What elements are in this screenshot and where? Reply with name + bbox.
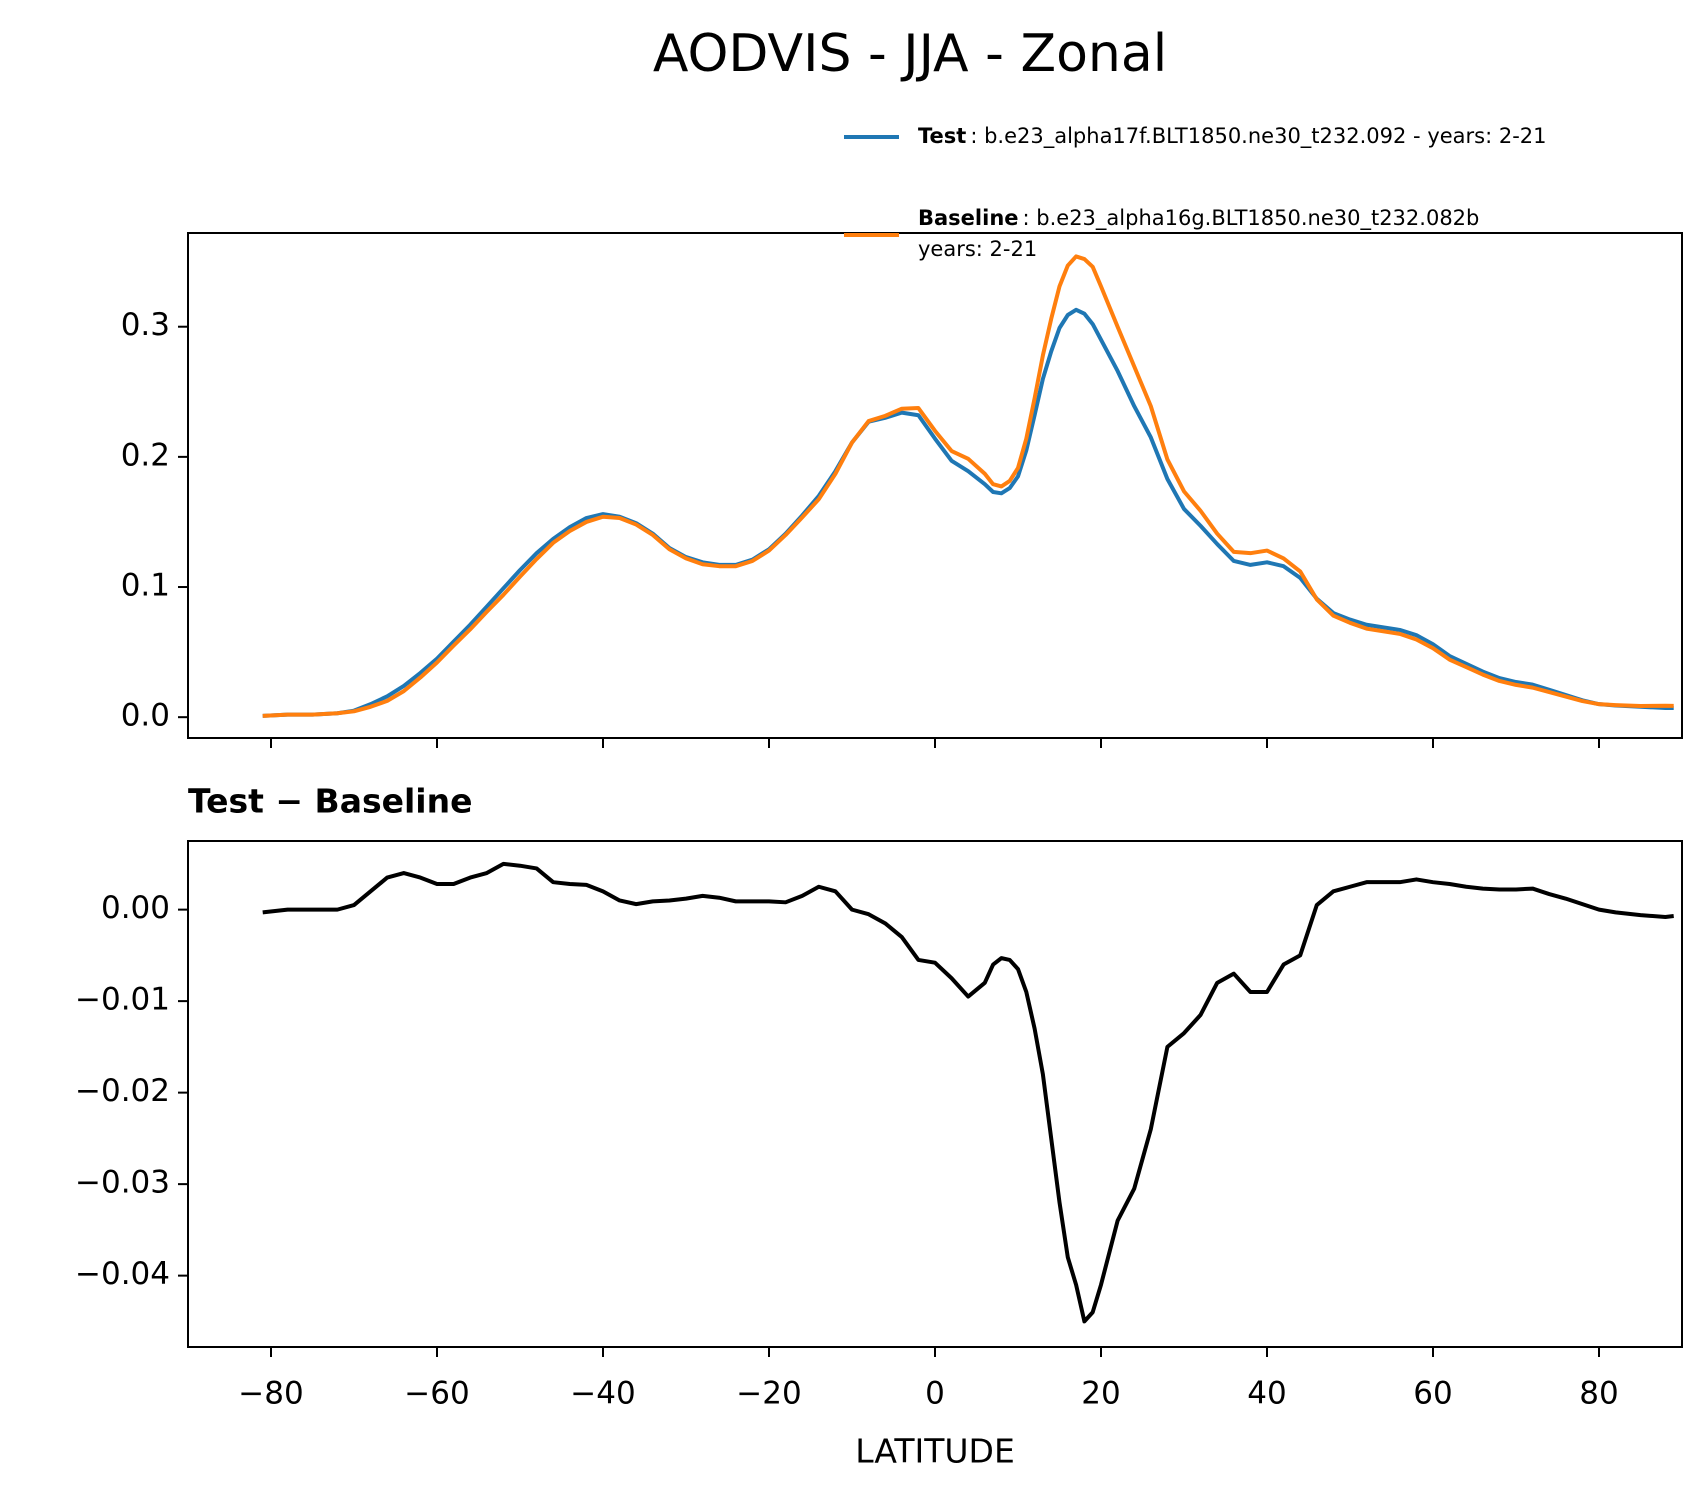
chart-title: AODVIS - JJA - Zonal <box>653 24 1167 84</box>
x-tick-label: −60 <box>404 1376 469 1412</box>
y-tick-label: 0.0 <box>121 698 170 734</box>
x-tick-label: −20 <box>736 1376 801 1412</box>
x-tick-label: −80 <box>238 1376 303 1412</box>
legend-name: Test <box>918 124 966 148</box>
y-tick-label: −0.04 <box>75 1256 170 1292</box>
x-tick-label: 80 <box>1579 1376 1618 1412</box>
x-tick-label: −40 <box>570 1376 635 1412</box>
data-line <box>262 861 1674 1324</box>
subplot-title: Test − Baseline <box>188 782 473 821</box>
y-tick-label: 0.3 <box>121 307 170 343</box>
data-line <box>262 254 1674 718</box>
legend-description: : b.e23_alpha16g.BLT1850.ne30_t232.082b <box>1023 206 1480 231</box>
axes-frame <box>187 232 1683 739</box>
legend-name: Baseline <box>918 206 1019 230</box>
legend-description: : b.e23_alpha17f.BLT1850.ne30_t232.092 -… <box>970 124 1546 149</box>
x-axis-label: LATITUDE <box>855 1432 1015 1471</box>
x-tick-label: 60 <box>1413 1376 1452 1412</box>
x-tick-label: 20 <box>1081 1376 1120 1412</box>
y-tick-label: −0.01 <box>75 982 170 1018</box>
y-tick-label: 0.2 <box>121 437 170 473</box>
y-tick-label: −0.03 <box>75 1165 170 1201</box>
y-tick-label: 0.1 <box>121 568 170 604</box>
x-tick-label: 40 <box>1247 1376 1286 1412</box>
y-tick-label: −0.02 <box>75 1073 170 1109</box>
axes-frame <box>187 840 1683 1348</box>
data-line <box>262 307 1674 718</box>
legend-label: Test: b.e23_alpha17f.BLT1850.ne30_t232.0… <box>918 124 1547 149</box>
legend-description: years: 2-21 <box>918 237 1037 261</box>
y-tick-label: 0.00 <box>101 890 170 926</box>
x-tick-label: 0 <box>925 1376 945 1412</box>
legend-label: Baseline: b.e23_alpha16g.BLT1850.ne30_t2… <box>918 206 1479 231</box>
